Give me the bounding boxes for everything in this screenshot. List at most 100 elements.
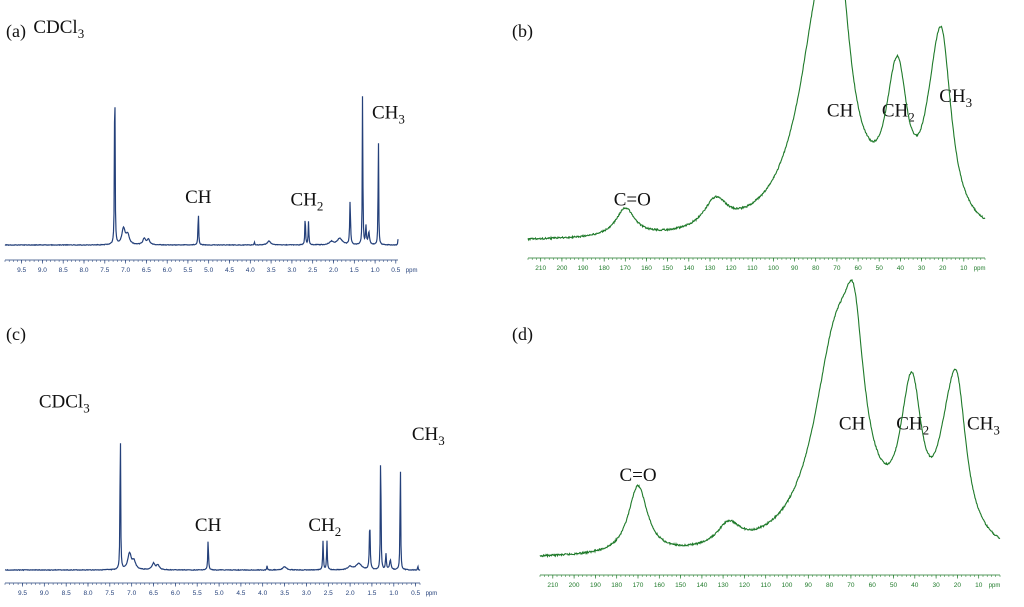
x-tick-label: 3.0 — [302, 590, 311, 597]
x-tick-label: 3.5 — [280, 590, 289, 597]
x-tick-label: 7.0 — [121, 267, 130, 274]
x-tick-label: 1.0 — [371, 267, 380, 274]
peak-annotation-subscript: 3 — [438, 433, 445, 448]
x-tick-label: 40 — [911, 582, 919, 589]
panel-d-x-axis: 210 200 190 180 170 160 150 140 130 120 110 100 90 80… — [539, 574, 1001, 589]
peak-annotation-main: CH — [967, 414, 994, 435]
x-tick-label: 120 — [726, 265, 737, 272]
x-tick-label: 100 — [782, 582, 793, 589]
peak-annotation-main: CH — [882, 100, 909, 121]
panel-d-annotations: C=OCH CH2 CH3 — [619, 414, 999, 487]
x-tick-label: 20 — [954, 582, 962, 589]
x-tick-label: 90 — [805, 582, 813, 589]
peak-annotation-main: CH — [412, 424, 439, 445]
x-tick-label: 150 — [675, 582, 686, 589]
x-tick-label: 6.5 — [149, 590, 158, 597]
peak-annotation-main: CH — [290, 189, 317, 210]
panel-b-x-axis: 210 200 190 180 170 160 150 140 130 120 110 100 90 80… — [527, 257, 986, 272]
peak-annotation: CH — [839, 414, 866, 435]
x-tick-label: 10 — [960, 265, 968, 272]
peak-annotation-subscript: 3 — [83, 401, 90, 416]
x-tick-label: 8.5 — [62, 590, 71, 597]
x-tick-label: 9.5 — [17, 267, 26, 274]
x-tick-label: 210 — [547, 582, 558, 589]
peak-annotation: CH3 — [967, 414, 1000, 438]
x-tick-label: 9.0 — [40, 590, 49, 597]
x-tick-label: 210 — [535, 265, 546, 272]
panel-label-d: (d) — [512, 324, 533, 345]
peak-annotation: C=O — [614, 190, 651, 211]
peak-annotation: CH — [195, 515, 222, 536]
x-tick-label: 100 — [768, 265, 779, 272]
x-tick-label: 200 — [556, 265, 567, 272]
peak-annotation: CH3 — [939, 86, 972, 110]
x-tick-label: 4.0 — [246, 267, 255, 274]
x-tick-label: 140 — [696, 582, 707, 589]
x-tick-label: 80 — [826, 582, 834, 589]
peak-annotation-main: CDCl — [33, 17, 77, 38]
x-tick-label: 60 — [854, 265, 862, 272]
x-tick-label: 4.0 — [258, 590, 267, 597]
peak-annotation-main: CH — [827, 100, 854, 121]
peak-annotation-subscript: 3 — [78, 26, 85, 41]
panel-label-a: (a) — [6, 21, 26, 42]
peak-annotation-subscript: 2 — [923, 423, 930, 438]
x-tick-label: 8.5 — [59, 267, 68, 274]
peak-annotation-main: CH — [308, 515, 335, 536]
peak-annotation-main: C=O — [619, 465, 656, 486]
x-tick-label: 0.5 — [411, 590, 420, 597]
panel-d-13c-nmr: (d) C=OCH CH2 CH3 210 200 190 180 170 160 150 140… — [512, 279, 1001, 589]
x-tick-label: 30 — [932, 582, 940, 589]
x-tick-label: 9.5 — [18, 590, 27, 597]
peak-annotation: CH2 — [896, 414, 929, 438]
peak-annotation: C=O — [619, 465, 656, 486]
x-tick-label: 170 — [633, 582, 644, 589]
x-tick-label: 1.5 — [350, 267, 359, 274]
x-tick-label: 90 — [791, 265, 799, 272]
peak-annotation: CH3 — [372, 102, 405, 126]
x-tick-label: 8.0 — [79, 267, 88, 274]
peak-annotation-main: CDCl — [39, 392, 83, 413]
x-tick-label: 110 — [747, 265, 758, 272]
x-tick-label: 70 — [847, 582, 855, 589]
peak-annotation: CH2 — [882, 100, 915, 124]
peak-annotation-subscript: 3 — [398, 111, 405, 126]
x-tick-label: 20 — [939, 265, 947, 272]
panel-d-spectrum-line — [539, 279, 1001, 559]
x-tick-label: 200 — [569, 582, 580, 589]
x-tick-label: 70 — [833, 265, 841, 272]
x-tick-label: 130 — [718, 582, 729, 589]
panel-label-c: (c) — [6, 324, 26, 345]
x-axis-unit: ppm — [426, 591, 438, 597]
peak-annotation: CH2 — [308, 515, 341, 539]
panel-c-x-axis: 9.5 9.0 8.5 8.0 7.5 7.0 6.5 6.0 5.5 5.0 4.5 4.0 3.5 3… — [4, 582, 438, 597]
x-tick-label: 7.5 — [100, 267, 109, 274]
x-tick-label: 5.5 — [193, 590, 202, 597]
x-axis-unit: ppm — [989, 583, 1001, 589]
x-tick-label: 7.5 — [105, 590, 114, 597]
peak-annotation: CH — [827, 100, 854, 121]
x-tick-label: 110 — [761, 582, 772, 589]
x-tick-label: 6.0 — [171, 590, 180, 597]
x-tick-label: 6.5 — [142, 267, 151, 274]
x-tick-label: 9.0 — [38, 267, 47, 274]
x-axis-unit: ppm — [974, 266, 986, 272]
x-tick-label: 160 — [641, 265, 652, 272]
x-tick-label: 5.5 — [183, 267, 192, 274]
x-tick-label: 2.5 — [324, 590, 333, 597]
x-tick-label: 8.0 — [83, 590, 92, 597]
peak-annotation-subscript: 3 — [966, 95, 973, 110]
x-tick-label: 2.0 — [346, 590, 355, 597]
peak-annotation-subscript: 2 — [317, 198, 324, 213]
x-tick-label: 160 — [654, 582, 665, 589]
peak-annotation: CH2 — [290, 189, 323, 213]
panel-a-spectrum-line — [4, 96, 399, 247]
peak-annotation: CH3 — [412, 424, 445, 448]
peak-annotation: CDCl3 — [33, 17, 84, 41]
x-tick-label: 3.5 — [267, 267, 276, 274]
